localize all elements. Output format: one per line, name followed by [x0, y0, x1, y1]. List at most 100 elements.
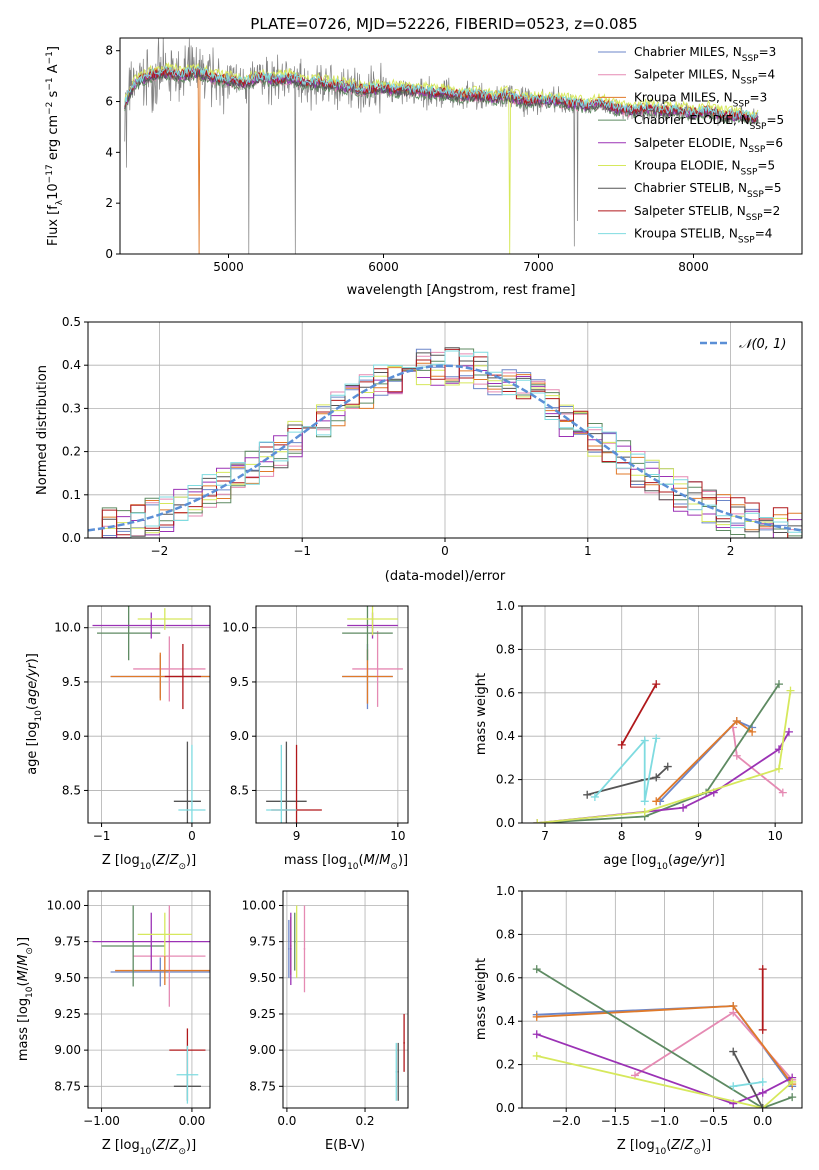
x-tick-label: 10 [768, 829, 783, 843]
weight-marker [640, 736, 649, 745]
y-tick-label: 0.0 [496, 816, 515, 830]
model-spectrum-line [124, 65, 759, 121]
x-tick-label: −2 [151, 544, 169, 558]
x-tick-label: −1.00 [83, 1114, 120, 1128]
weight-line [536, 1033, 793, 1105]
label-part: =3 [759, 45, 777, 59]
y-tick-label: 0.4 [496, 729, 515, 743]
plot-area [92, 606, 210, 823]
x-tick-label: 7000 [523, 260, 554, 274]
x-axis-label: wavelength [Angstrom, rest frame] [347, 283, 576, 298]
x-tick-label: 0 [441, 544, 449, 558]
label-part: =5 [766, 113, 784, 127]
y-tick-label: 10.00 [242, 898, 276, 912]
label-part: SSP [750, 122, 767, 132]
label-part: ⊙ [693, 1147, 701, 1157]
weight-marker [788, 1093, 797, 1102]
weight-marker [774, 764, 783, 773]
x-tick-label: 8 [618, 829, 626, 843]
label-part: SSP [747, 190, 764, 200]
weight-marker [663, 762, 672, 771]
y-tick-label: 8 [105, 44, 113, 58]
y-tick-label: 9.50 [54, 971, 81, 985]
plot-area [288, 905, 405, 1101]
legend-label: Salpeter MILES, NSSP=4 [634, 68, 775, 87]
label-part: 10 [140, 862, 152, 872]
figure-title: PLATE=0726, MJD=52226, FIBERID=0523, z=0… [250, 15, 637, 33]
x-tick-label: 2 [727, 544, 735, 558]
x-tick-label: −1 [93, 829, 111, 843]
x-tick-label: 1 [584, 544, 592, 558]
label-part: Kroupa STELIB, N [634, 227, 738, 241]
legend-label: Kroupa ELODIE, NSSP=5 [634, 159, 775, 178]
label-part: ( [151, 1138, 156, 1153]
y-tick-label: 8.75 [54, 1079, 81, 1093]
label-part: SSP [733, 99, 750, 109]
label-part: ( [16, 981, 31, 986]
weight-marker [732, 751, 741, 760]
label-part: ⊙ [178, 1147, 186, 1157]
x-tick-label: 5000 [213, 260, 244, 274]
weight-marker [729, 1002, 738, 1011]
spectrum-panel: 5000 6000 7000 8000 0 2 4 6 8 wavelength [Angstro… [45, 37, 803, 298]
label-part: Chabrier STELIB, N [634, 181, 747, 195]
label-part: )] [398, 853, 408, 868]
weight-marker [784, 727, 793, 736]
label-part: Salpeter STELIB, N [634, 204, 746, 218]
label-part: ( [666, 1138, 671, 1153]
weight-marker [748, 727, 757, 736]
label-part: ⊙ [178, 862, 186, 872]
y-axis-label: mass weight [474, 673, 489, 755]
weight-line [620, 683, 657, 746]
axes-frame [87, 890, 211, 1109]
x-tick-label: 0.2 [355, 1114, 374, 1128]
y-tick-label: 9.5 [230, 675, 249, 689]
plot-area [266, 606, 403, 823]
label-part: SSP [746, 213, 763, 223]
label-part: SSP [742, 54, 759, 64]
label-part: =5 [764, 181, 782, 195]
weight-marker [532, 965, 541, 974]
label-part: ( [359, 853, 364, 868]
label-part: erg cm [46, 115, 61, 164]
x-tick-label: 9 [695, 829, 703, 843]
label-part: Z [684, 1138, 695, 1153]
histogram-step-line [88, 350, 802, 538]
label-part: )] [25, 653, 40, 663]
y-tick-label: 9.25 [54, 1007, 81, 1021]
legend-label: Salpeter ELODIE, NSSP=6 [634, 136, 783, 155]
weight-marker [532, 1030, 541, 1039]
label-part: Flux [f [46, 205, 61, 246]
y-tick-label: 10.0 [222, 621, 249, 635]
weight-marker [679, 803, 688, 812]
weight-marker [758, 965, 767, 974]
weight-marker [583, 790, 592, 799]
plot-area [92, 905, 210, 1104]
label-part: −17 [45, 164, 55, 183]
label-part: SSP [741, 77, 758, 87]
age-vs-metallicity-panel: −1 08.59.09.510.0Z [log10(Z/Z⊙)]age [log1… [25, 605, 211, 872]
label-part: M [16, 970, 31, 981]
label-part: / [375, 853, 380, 868]
plot-area [533, 680, 795, 823]
weight-marker [532, 1051, 541, 1060]
label-part: M [364, 853, 375, 868]
label-part: =6 [765, 136, 783, 150]
y-tick-label: 0.3 [62, 401, 81, 415]
x-tick-label: −1.5 [601, 1114, 630, 1128]
y-tick-label: 1.0 [496, 884, 515, 898]
label-part: SSP [748, 145, 765, 155]
y-axis-label: mass weight [474, 958, 489, 1040]
label-part: Z [155, 853, 166, 868]
y-axis-label: age [log10(age/yr)] [25, 653, 44, 775]
x-tick-label: −1.0 [650, 1114, 679, 1128]
y-tick-label: 0.8 [496, 927, 515, 941]
x-tick-label: 6000 [368, 260, 399, 274]
label-part: Kroupa ELODIE, N [634, 159, 741, 173]
legend-label: Salpeter STELIB, NSSP=2 [634, 204, 780, 223]
label-part: 10 [46, 183, 61, 200]
label-part: / [165, 1138, 170, 1153]
x-axis-label: Z [log10(Z/Z⊙)] [617, 1138, 711, 1157]
weight-marker [758, 1104, 767, 1108]
